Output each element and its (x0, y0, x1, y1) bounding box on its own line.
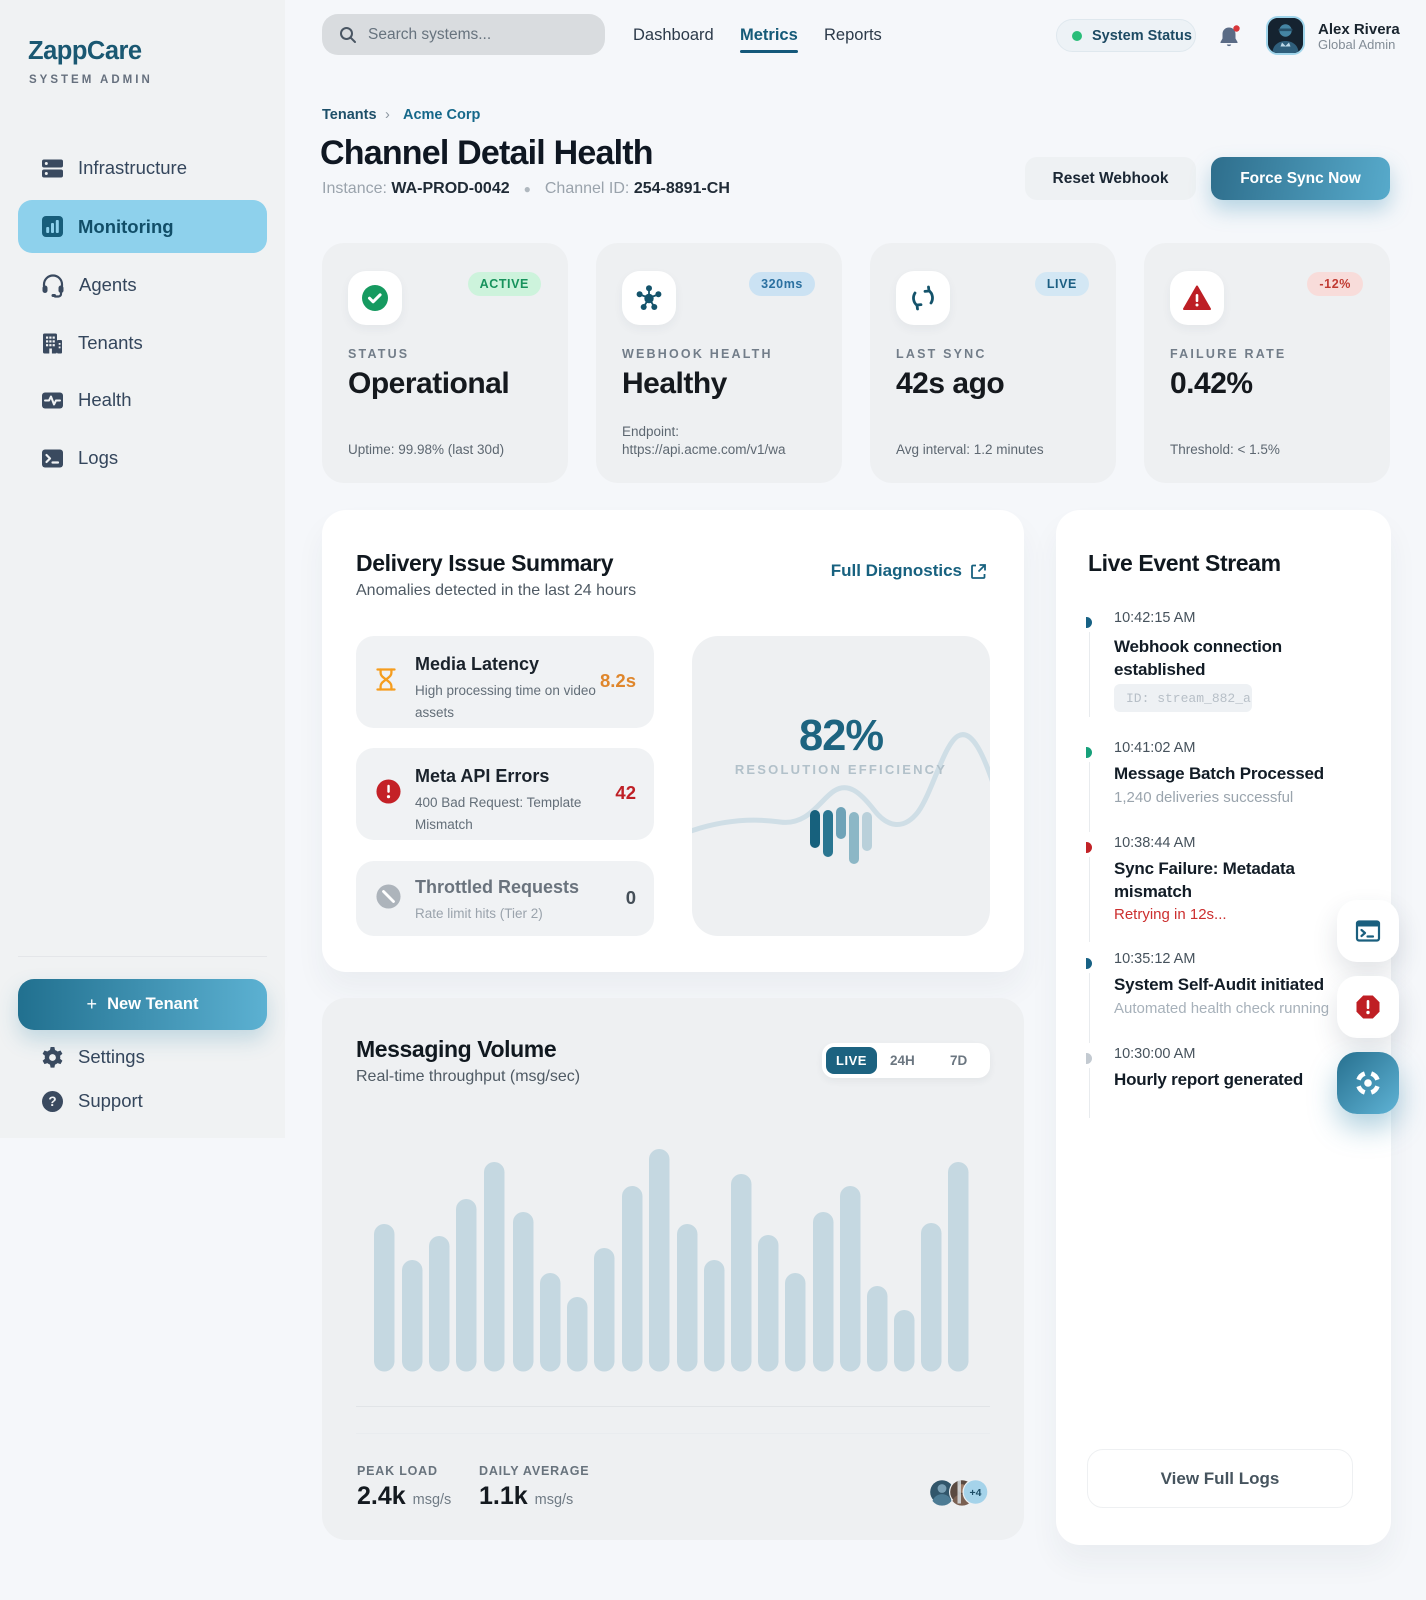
svg-text:?: ? (48, 1094, 56, 1109)
svg-text:RESOLUTION EFFICIENCY: RESOLUTION EFFICIENCY (735, 762, 947, 777)
svg-text:+4: +4 (970, 1487, 982, 1499)
svg-text:82%: 82% (799, 712, 883, 760)
